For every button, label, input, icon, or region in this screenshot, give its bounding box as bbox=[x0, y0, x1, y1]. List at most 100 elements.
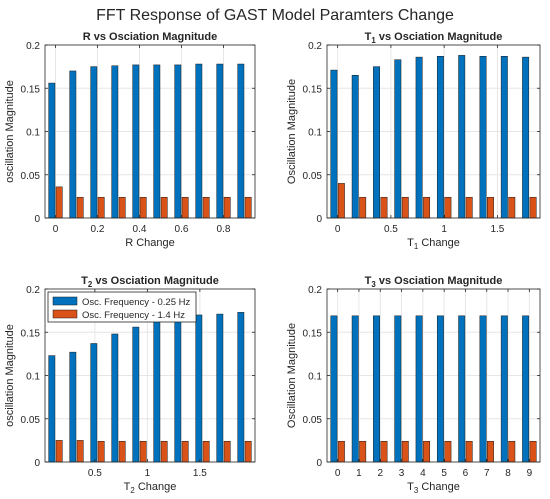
bar-series-1 bbox=[237, 63, 245, 219]
y-axis-label: oscillation Magnitude bbox=[4, 324, 16, 427]
bar-series-2 bbox=[444, 440, 452, 463]
bar-series-1 bbox=[522, 56, 530, 219]
bar-series-2 bbox=[139, 440, 147, 463]
bar-series-2 bbox=[55, 186, 63, 219]
x-tick-label: 0.2 bbox=[91, 224, 105, 235]
bar-series-1 bbox=[195, 63, 203, 219]
x-tick-label: 5 bbox=[441, 468, 447, 479]
bar-series-1 bbox=[132, 326, 140, 463]
x-tick-label: 0 bbox=[335, 224, 341, 235]
bar-series-2 bbox=[465, 440, 473, 463]
bar-series-1 bbox=[90, 66, 98, 219]
bar-series-1 bbox=[216, 313, 224, 463]
x-tick-label: 9 bbox=[527, 468, 533, 479]
bar-series-2 bbox=[181, 196, 189, 219]
legend-swatch bbox=[52, 309, 78, 319]
x-tick-label: 7 bbox=[484, 468, 490, 479]
bar-series-1 bbox=[111, 333, 119, 463]
x-axis-label-subscript: 1 bbox=[414, 242, 419, 251]
bar-series-1 bbox=[394, 315, 402, 463]
x-axis-label-rest: Change bbox=[418, 237, 460, 249]
y-tick-label: 0.05 bbox=[303, 415, 323, 426]
x-axis-label-rest: Change bbox=[418, 481, 460, 493]
subplot-title-base: T bbox=[365, 31, 372, 43]
x-tick-label: 0 bbox=[335, 468, 341, 479]
subplot-title-rest: vs Osciation Magnitude bbox=[376, 31, 503, 43]
bar-series-1 bbox=[216, 63, 224, 219]
bar-series-2 bbox=[181, 440, 189, 463]
bar-series-1 bbox=[153, 64, 161, 219]
subplot-title: T2 vs Osciation Magnitude bbox=[81, 275, 219, 289]
bar-series-1 bbox=[132, 64, 140, 219]
x-tick-label: 1.5 bbox=[490, 224, 504, 235]
bar-series-1 bbox=[174, 318, 182, 463]
subplot-title-rest: vs Osciation Magnitude bbox=[92, 275, 219, 287]
y-tick-label: 0.2 bbox=[308, 41, 322, 52]
x-axis-label-base: T bbox=[124, 481, 131, 493]
bar-series-1 bbox=[195, 314, 203, 463]
bar-series-2 bbox=[244, 440, 252, 463]
bar-series-2 bbox=[401, 196, 409, 219]
y-axis-label: oscillation Magnitude bbox=[4, 80, 16, 183]
subplot-title-subscript: 3 bbox=[371, 280, 376, 289]
bar-series-1 bbox=[373, 315, 380, 463]
bar-series-1 bbox=[351, 75, 359, 219]
bar-series-1 bbox=[458, 55, 466, 219]
bar-series-1 bbox=[351, 315, 359, 463]
bar-series-1 bbox=[90, 343, 98, 463]
bar-series-2 bbox=[359, 196, 367, 219]
y-tick-label: 0.2 bbox=[26, 41, 40, 52]
y-tick-label: 0.15 bbox=[303, 328, 323, 339]
y-tick-label: 0 bbox=[34, 458, 40, 469]
bar-series-1 bbox=[415, 315, 423, 463]
x-axis-label: T3 Change bbox=[407, 481, 460, 495]
subplot-4: 00.050.10.150.20 1 2 3 4 5 6 7 8 9T3 vs Osciation… bbox=[286, 275, 541, 495]
subplot-title: R vs Osciation Magnitude bbox=[83, 31, 217, 43]
x-tick-label: 1 bbox=[145, 468, 151, 479]
x-tick-label: 6 bbox=[463, 468, 469, 479]
bar-series-1 bbox=[479, 315, 487, 463]
bar-series-2 bbox=[76, 440, 84, 463]
bar-series-2 bbox=[160, 196, 168, 219]
x-axis-label: T1 Change bbox=[407, 237, 460, 251]
subplot-2: 00.050.10.150.20 0.5 1 1.5T1 vs Osciation M… bbox=[286, 31, 541, 251]
bar-series-2 bbox=[55, 440, 63, 463]
x-tick-label: 1 bbox=[356, 468, 362, 479]
subplot-title: T1 vs Osciation Magnitude bbox=[365, 31, 503, 45]
subplot-3: 00.050.10.150.20.5 1 1.5T2 vs Osciation Ma… bbox=[4, 275, 256, 495]
bar-series-1 bbox=[522, 315, 530, 463]
bar-series-1 bbox=[500, 55, 508, 219]
y-tick-label: 0.05 bbox=[303, 171, 323, 182]
bar-series-2 bbox=[118, 440, 126, 463]
x-tick-label: 0.5 bbox=[88, 468, 102, 479]
x-tick-label: 0 bbox=[53, 224, 59, 235]
bar-series-2 bbox=[97, 440, 105, 463]
x-tick-label: 4 bbox=[420, 468, 426, 479]
x-axis-label-rest: Change bbox=[133, 237, 175, 249]
bar-series-2 bbox=[202, 196, 210, 219]
y-tick-label: 0.2 bbox=[26, 285, 40, 296]
bar-series-2 bbox=[337, 440, 345, 463]
x-tick-label: 3 bbox=[399, 468, 405, 479]
bar-series-1 bbox=[330, 315, 338, 463]
bar-series-1 bbox=[69, 351, 77, 463]
x-tick-label: 1 bbox=[441, 224, 447, 235]
subplot-title-base: T bbox=[81, 275, 88, 287]
x-axis-label: R Change bbox=[125, 237, 175, 249]
figure-title: FFT Response of GAST Model Paramters Cha… bbox=[96, 7, 454, 24]
bar-series-1 bbox=[48, 82, 56, 219]
bar-series-2 bbox=[508, 196, 516, 219]
y-tick-label: 0.05 bbox=[21, 171, 41, 182]
bar-series-2 bbox=[465, 196, 473, 219]
subplot-title: T3 vs Osciation Magnitude bbox=[365, 275, 503, 289]
legend-swatch bbox=[52, 296, 78, 306]
x-axis-label-base: T bbox=[407, 481, 414, 493]
y-tick-label: 0.1 bbox=[308, 372, 322, 383]
bar-series-2 bbox=[76, 196, 84, 219]
subplot-title-subscript: 1 bbox=[371, 36, 376, 45]
bar-series-2 bbox=[337, 183, 345, 219]
bar-series-2 bbox=[223, 440, 231, 463]
y-tick-label: 0 bbox=[34, 214, 40, 225]
y-tick-label: 0.15 bbox=[21, 328, 41, 339]
